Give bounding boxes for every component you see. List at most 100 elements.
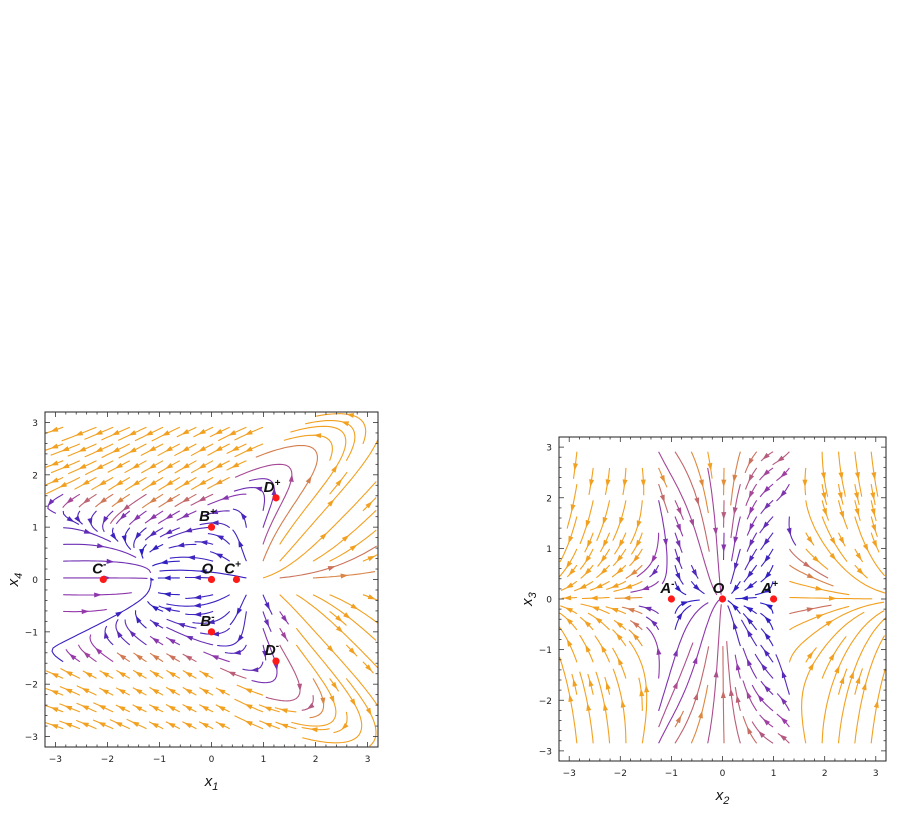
stream-arrowhead xyxy=(340,573,349,579)
stream-arrowhead xyxy=(64,670,73,677)
stream-arrowhead xyxy=(762,521,770,530)
stream-arrowhead xyxy=(133,514,141,522)
stream-arrowhead xyxy=(849,670,854,679)
stream-arrowhead xyxy=(632,633,640,641)
stream-arrowhead xyxy=(262,650,268,659)
stream-arrowhead xyxy=(101,671,110,678)
stream-arrowhead xyxy=(193,602,201,608)
stream-arrowhead xyxy=(193,594,202,600)
streamline xyxy=(612,500,627,541)
streamline xyxy=(821,636,847,679)
stream-arrowhead xyxy=(600,554,608,563)
stream-arrowhead xyxy=(167,688,176,695)
stream-arrowhead xyxy=(167,638,176,645)
critical-point-a-minus xyxy=(667,595,676,603)
streamline xyxy=(77,644,97,663)
stream-arrowhead xyxy=(161,430,170,436)
stream-arrowhead xyxy=(779,490,787,498)
stream-arrowhead xyxy=(217,722,226,729)
stream-arrowhead xyxy=(335,615,343,622)
x-tick-label: 1 xyxy=(771,769,777,779)
stream-arrowhead xyxy=(244,688,253,694)
stream-arrowhead xyxy=(95,647,103,655)
stream-arrowhead xyxy=(584,567,592,576)
stream-arrowhead xyxy=(78,446,87,452)
stream-arrowhead xyxy=(748,490,755,499)
streamline xyxy=(628,640,648,744)
stream-arrowhead xyxy=(97,722,106,728)
stream-arrowhead xyxy=(610,582,619,588)
stream-arrowhead xyxy=(95,446,104,453)
stream-arrowhead xyxy=(94,592,102,598)
stream-arrowhead xyxy=(746,629,753,638)
stream-arrowhead xyxy=(676,612,683,620)
stream-arrowhead xyxy=(184,671,193,678)
critical-point-b-minus xyxy=(207,628,216,636)
stream-arrowhead xyxy=(707,462,713,471)
stream-arrowhead xyxy=(602,516,608,525)
stream-arrowhead xyxy=(572,678,578,687)
stream-arrowhead xyxy=(570,504,576,513)
critical-point-d-minus xyxy=(272,657,280,665)
stream-arrowhead xyxy=(821,492,827,501)
streamline xyxy=(674,646,710,744)
stream-arrowhead xyxy=(746,570,754,579)
stream-arrowhead xyxy=(594,617,603,624)
stream-arrowhead xyxy=(720,690,726,699)
stream-arrowhead xyxy=(115,479,124,486)
stream-arrowhead xyxy=(565,560,573,569)
stream-arrowhead xyxy=(758,730,766,739)
stream-arrowhead xyxy=(210,520,219,526)
stream-arrowhead xyxy=(762,587,771,593)
stream-arrowhead xyxy=(228,430,237,436)
stream-arrowhead xyxy=(573,463,579,471)
stream-arrowhead xyxy=(50,477,59,483)
stream-arrowhead xyxy=(856,567,864,575)
critical-point-d-minus-label: D- xyxy=(265,641,280,659)
stream-arrowhead xyxy=(331,681,338,690)
stream-arrowhead xyxy=(244,704,253,710)
stream-arrowhead xyxy=(98,479,107,486)
stream-arrowhead xyxy=(184,655,193,662)
stream-arrowhead xyxy=(83,651,91,659)
stream-arrowhead xyxy=(280,723,289,729)
stream-arrowhead xyxy=(264,722,273,728)
stream-arrowhead xyxy=(165,479,174,487)
streamline xyxy=(262,481,377,579)
stream-arrowhead xyxy=(780,697,788,705)
stream-arrowhead xyxy=(839,676,845,685)
stream-arrowhead xyxy=(117,688,126,695)
y-tick-label: 2 xyxy=(546,494,552,504)
stream-arrowhead xyxy=(764,554,771,563)
stream-arrowhead xyxy=(148,479,157,487)
stream-arrowhead xyxy=(81,687,90,694)
stream-arrowhead xyxy=(128,447,137,453)
streamline xyxy=(283,434,333,461)
stream-arrowhead xyxy=(731,603,739,611)
stream-arrowhead xyxy=(211,655,219,661)
stream-arrowhead xyxy=(244,429,253,436)
stream-arrowhead xyxy=(635,539,642,548)
stream-arrowhead xyxy=(118,671,126,678)
stream-arrowhead xyxy=(240,512,247,520)
stream-arrowhead xyxy=(675,715,682,724)
stream-arrowhead xyxy=(106,558,115,564)
y-axis-label: x3 xyxy=(519,591,539,607)
stream-arrowhead xyxy=(680,601,689,607)
stream-arrowhead xyxy=(264,602,270,610)
stream-arrowhead xyxy=(214,428,223,435)
stream-arrowhead xyxy=(271,487,277,496)
stream-arrowhead xyxy=(50,460,59,466)
stream-arrowhead xyxy=(149,530,157,537)
stream-arrowhead xyxy=(675,540,681,549)
streamline xyxy=(279,439,378,562)
y-tick-label: 1 xyxy=(546,545,552,555)
stream-arrowhead xyxy=(66,516,75,523)
stream-arrowhead xyxy=(663,538,669,547)
stream-arrowhead xyxy=(732,474,738,483)
stream-arrowhead xyxy=(815,585,824,591)
critical-point-o xyxy=(718,595,727,603)
stream-arrowhead xyxy=(61,463,70,469)
stream-arrowhead xyxy=(640,479,646,488)
stream-arrowhead xyxy=(102,515,109,524)
